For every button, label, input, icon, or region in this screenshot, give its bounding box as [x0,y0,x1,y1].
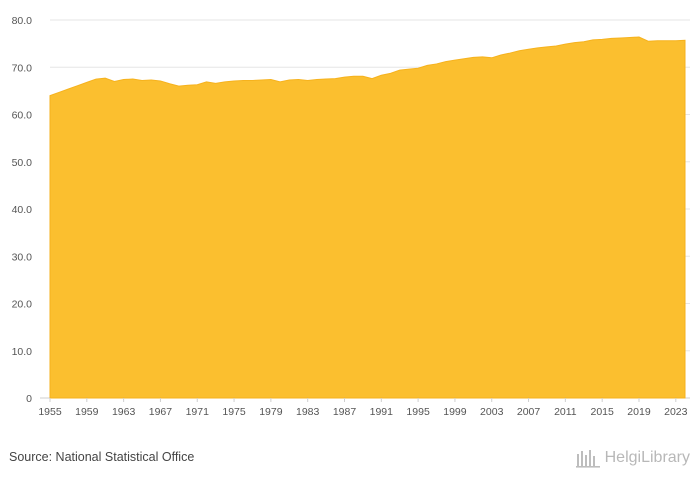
x-tick-label: 1955 [38,406,62,418]
x-tick-label: 1967 [149,406,173,418]
x-tick-label: 1963 [112,406,136,418]
x-tick-label: 2015 [590,406,614,418]
x-tick-label: 1975 [222,406,246,418]
x-tick-label: 1995 [406,406,430,418]
x-tick-label: 1983 [296,406,320,418]
x-axis-ticks: 1955 1959 1963 1967 1971 1975 1979 1983 1987 1991… [38,398,688,418]
y-tick-label: 50.0 [12,157,33,169]
helgi-library-logo: HelgiLibrary [575,448,690,468]
y-tick-label: 10.0 [12,346,33,358]
x-tick-label: 2007 [517,406,541,418]
x-tick-label: 1991 [370,406,394,418]
x-tick-label: 1979 [259,406,283,418]
y-tick-label: 60.0 [12,110,33,122]
library-logo-icon [575,450,600,468]
y-axis-ticks: 0 10.0 20.0 30.0 40.0 50.0 60.0 70.0 80.0 [12,15,33,405]
y-tick-label: 20.0 [12,299,33,311]
x-tick-label: 2019 [627,406,651,418]
y-tick-label: 30.0 [12,251,33,263]
x-tick-label: 2003 [480,406,504,418]
x-tick-label: 2023 [664,406,688,418]
y-tick-label: 40.0 [12,204,33,216]
y-tick-label: 0 [26,393,32,405]
x-tick-label: 1959 [75,406,99,418]
x-tick-label: 1971 [186,406,210,418]
life-expectancy-area [49,36,686,399]
brand-name: HelgiLibrary [604,449,690,466]
source-note: Source: National Statistical Office [9,450,195,464]
x-tick-label: 2011 [554,406,577,418]
x-tick-label: 1987 [333,406,357,418]
x-tick-label: 1999 [443,406,467,418]
y-tick-label: 70.0 [12,62,33,74]
area-chart: 010.020.030.040.050.060.070.080.0 1955 19… [12,15,690,418]
y-tick-label: 80.0 [12,15,33,27]
